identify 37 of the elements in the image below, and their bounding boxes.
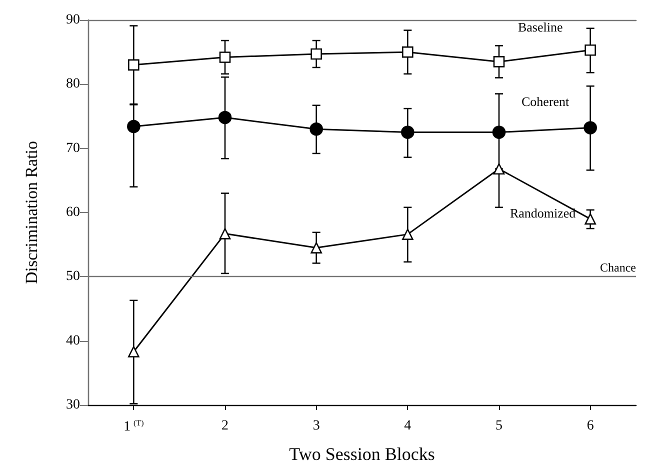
point bbox=[127, 120, 140, 134]
point bbox=[128, 59, 140, 71]
point bbox=[493, 56, 505, 68]
x-tick-label: 2 bbox=[222, 418, 228, 434]
x-tick-label: 6 bbox=[586, 418, 594, 434]
y-tick-label: 60 bbox=[66, 205, 80, 220]
point bbox=[493, 163, 505, 175]
series-label: Coherent bbox=[522, 94, 570, 110]
series-label: Randomized bbox=[510, 205, 576, 220]
point bbox=[310, 242, 322, 254]
y-tick-label: 30 bbox=[66, 398, 80, 412]
point bbox=[128, 346, 140, 358]
y-tick-label: 90 bbox=[66, 12, 80, 28]
y-tick-label: 50 bbox=[66, 269, 80, 284]
y-tick-label: 40 bbox=[66, 333, 80, 348]
y-tick-label: 80 bbox=[66, 76, 80, 92]
point bbox=[584, 121, 597, 134]
x-axis-title: Two Session Blocks bbox=[289, 444, 435, 464]
point bbox=[218, 110, 232, 124]
point bbox=[402, 46, 414, 58]
x-tick-label: 4 bbox=[404, 418, 412, 434]
x-tick-label: 3 bbox=[312, 418, 320, 434]
series-label: Baseline bbox=[518, 20, 563, 35]
x-tick-label: 1(T) bbox=[124, 418, 144, 434]
point bbox=[401, 126, 414, 139]
point bbox=[310, 122, 323, 136]
y-axis-title: Discrimination Ratio bbox=[22, 140, 41, 284]
point bbox=[492, 126, 506, 139]
point bbox=[584, 44, 596, 56]
y-tick-label: 70 bbox=[66, 140, 80, 156]
point bbox=[219, 228, 231, 240]
point bbox=[219, 52, 231, 63]
ref-line-label: Chance bbox=[600, 260, 636, 275]
point bbox=[402, 228, 414, 240]
point bbox=[584, 213, 596, 225]
x-tick-label: 5 bbox=[496, 418, 502, 434]
point bbox=[310, 48, 322, 60]
